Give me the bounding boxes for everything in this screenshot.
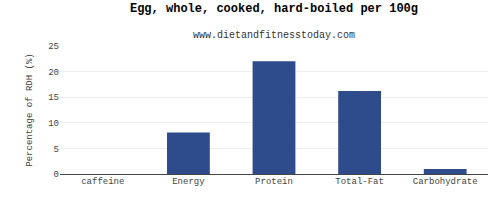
svg-text:Egg, whole, cooked, hard-boile: Egg, whole, cooked, hard-boiled per 100g xyxy=(130,2,418,16)
svg-text:caffeine: caffeine xyxy=(81,177,124,187)
svg-text:Carbohydrate: Carbohydrate xyxy=(413,177,478,187)
svg-text:Percentage of RDH (%): Percentage of RDH (%) xyxy=(25,53,35,166)
svg-text:15: 15 xyxy=(48,93,59,103)
svg-text:Total-Fat: Total-Fat xyxy=(335,177,384,187)
svg-text:5: 5 xyxy=(54,145,59,155)
svg-text:25: 25 xyxy=(48,42,59,52)
svg-text:0: 0 xyxy=(54,170,59,180)
svg-text:Energy: Energy xyxy=(172,177,205,187)
svg-text:www.dietandfitnesstoday.com: www.dietandfitnesstoday.com xyxy=(193,30,355,41)
svg-text:20: 20 xyxy=(48,68,59,78)
svg-text:Protein: Protein xyxy=(255,177,293,187)
svg-text:10: 10 xyxy=(48,119,59,129)
